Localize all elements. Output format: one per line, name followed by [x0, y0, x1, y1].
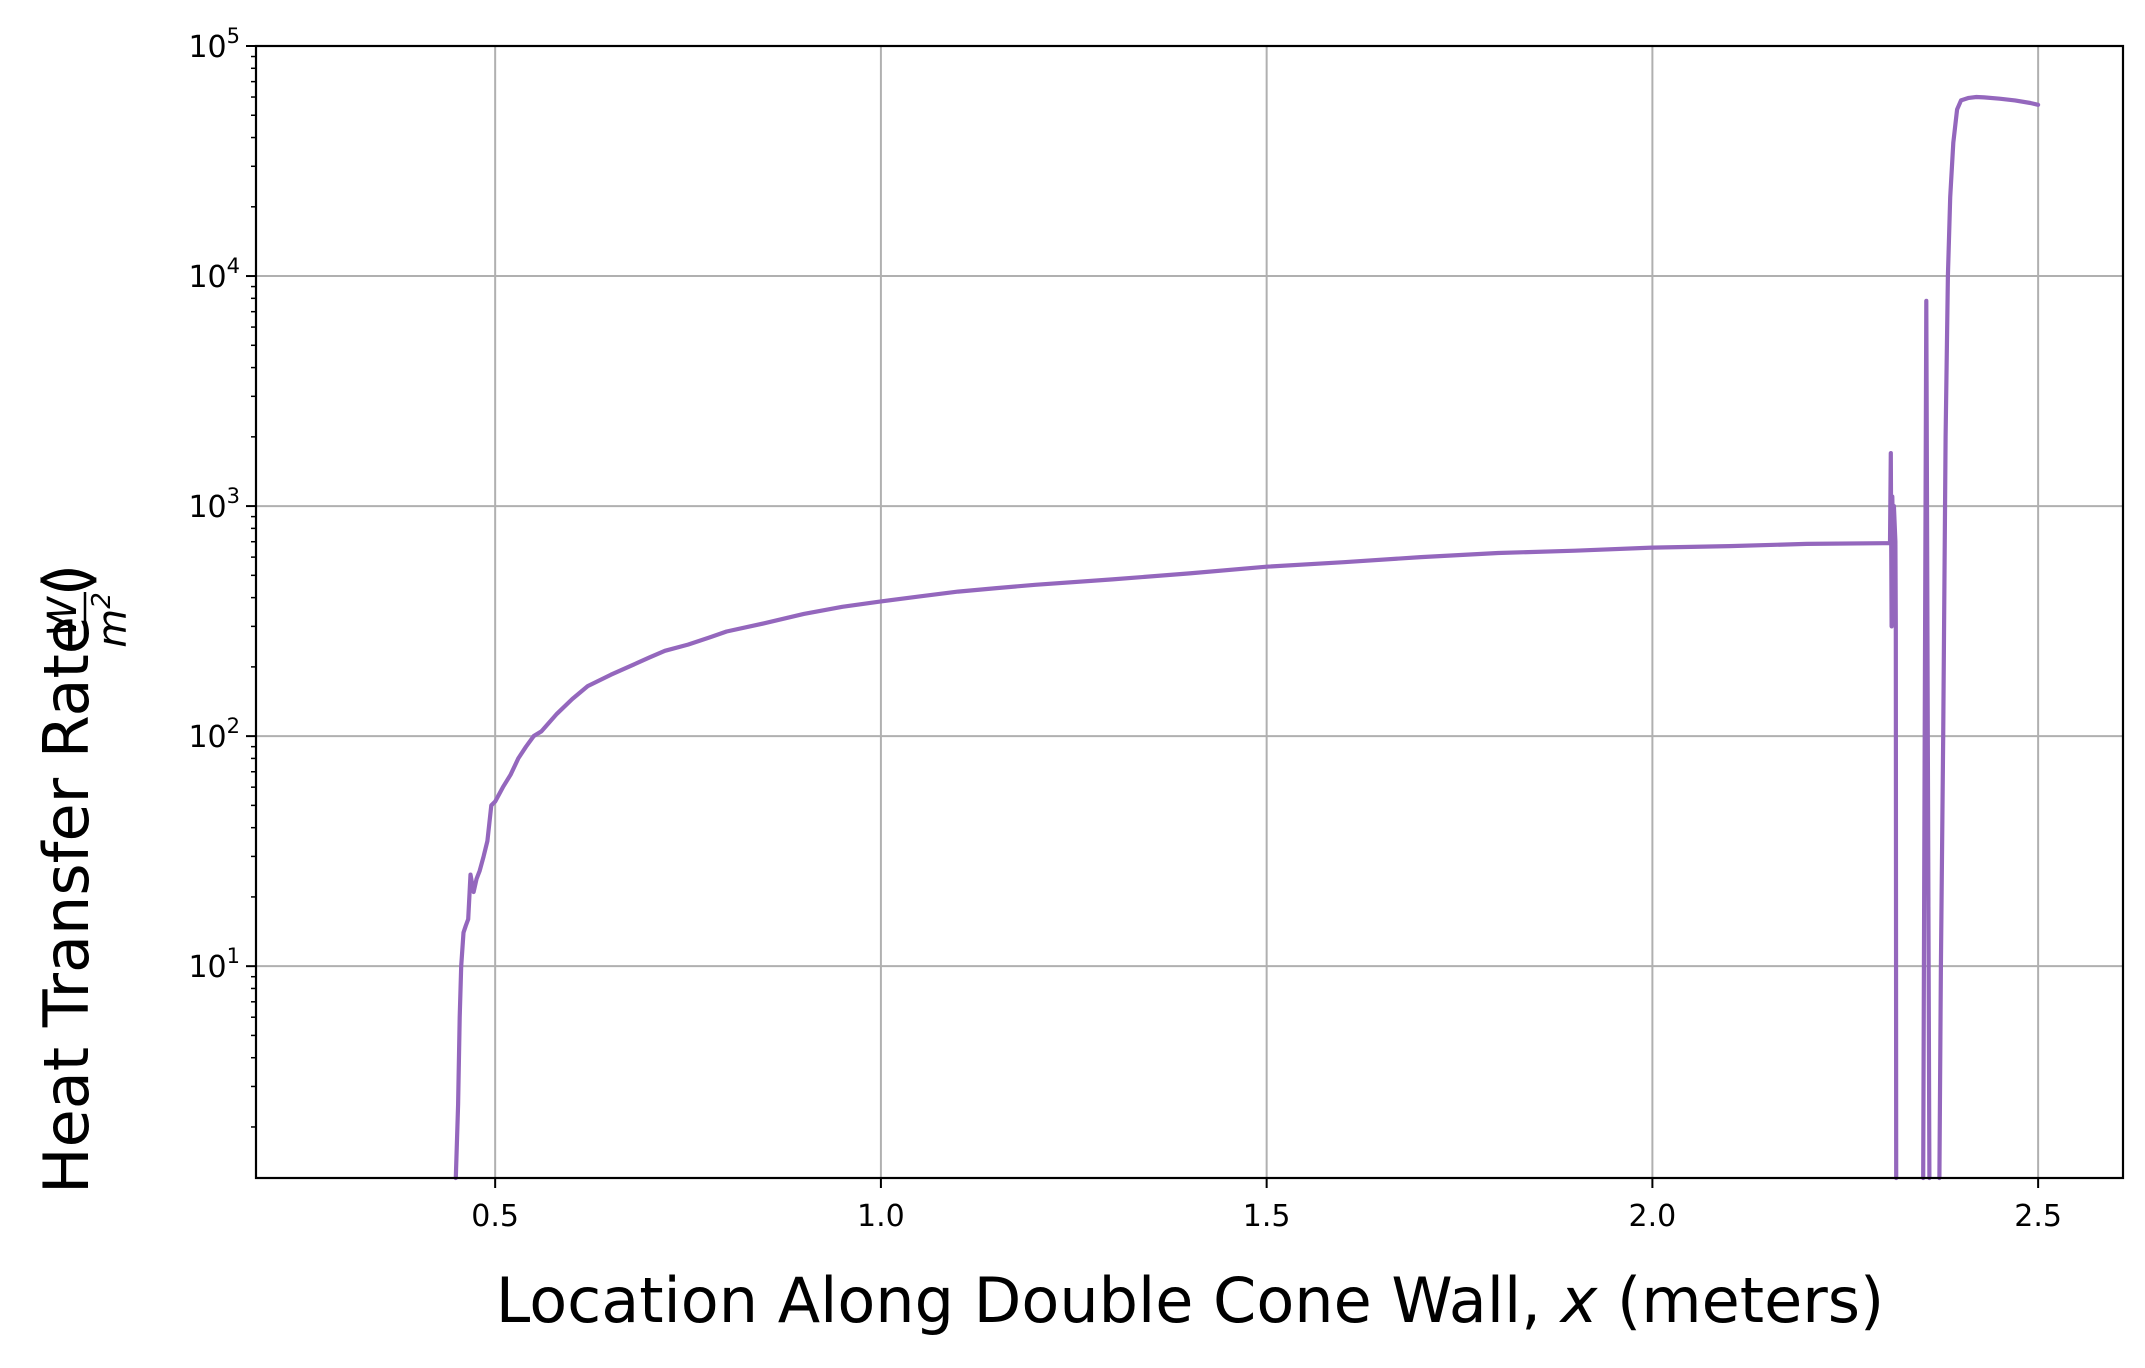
grid-layer [256, 45, 2123, 1178]
y-axis-label-denominator-exponent: 2 [87, 592, 117, 609]
y-axis-label: Heat Transfer Rate ( W m2 ) [30, 564, 136, 1194]
x-axis-label-prefix: Location Along Double Cone Wall, [496, 1264, 1561, 1337]
y-tick-label: 104 [188, 254, 240, 295]
x-tick-label: 0.5 [471, 1199, 519, 1234]
series-line-segment [453, 451, 1899, 1181]
y-axis-label-fraction-numerator: W [40, 596, 86, 637]
x-axis-label-suffix: (meters) [1597, 1264, 1884, 1337]
x-tick-label: 2.5 [2014, 1199, 2062, 1234]
y-tick-label-base: 10 [188, 490, 226, 525]
y-tick-label-base: 10 [188, 720, 226, 755]
x-axis-label-variable: x [1559, 1264, 1599, 1337]
y-tick-label: 101 [188, 944, 240, 985]
x-tick-label: 1.5 [1243, 1199, 1291, 1234]
y-tick-label-exponent: 3 [227, 484, 240, 508]
y-tick-label-exponent: 5 [227, 24, 240, 48]
x-axis-label: Location Along Double Cone Wall, x (mete… [496, 1264, 1884, 1337]
series-line-segment [1921, 298, 1932, 1181]
x-tick-label: 1.0 [857, 1199, 905, 1234]
y-tick-label-base: 10 [188, 260, 226, 295]
y-tick-label: 103 [188, 484, 240, 525]
x-tick-label: 2.0 [1629, 1199, 1677, 1234]
series-line-segment [1937, 94, 2041, 1181]
y-axis-label-fraction-denominator: m2 [87, 592, 136, 648]
y-tick-label-exponent: 4 [227, 254, 240, 278]
y-tick-label-base: 10 [188, 950, 226, 985]
y-tick-label-exponent: 1 [227, 944, 240, 968]
y-axis-label-text: Heat Transfer Rate ( [30, 572, 103, 1194]
series-layer [453, 94, 2041, 1181]
y-tick-label-base: 10 [188, 30, 226, 65]
y-tick-label: 105 [188, 24, 240, 65]
y-tick-label: 102 [188, 714, 240, 755]
y-tick-label-exponent: 2 [227, 714, 240, 738]
plot-frame [254, 44, 2125, 1180]
y-axis-label-close: ) [30, 564, 103, 588]
y-axis-label-denominator-base: m [90, 609, 136, 648]
